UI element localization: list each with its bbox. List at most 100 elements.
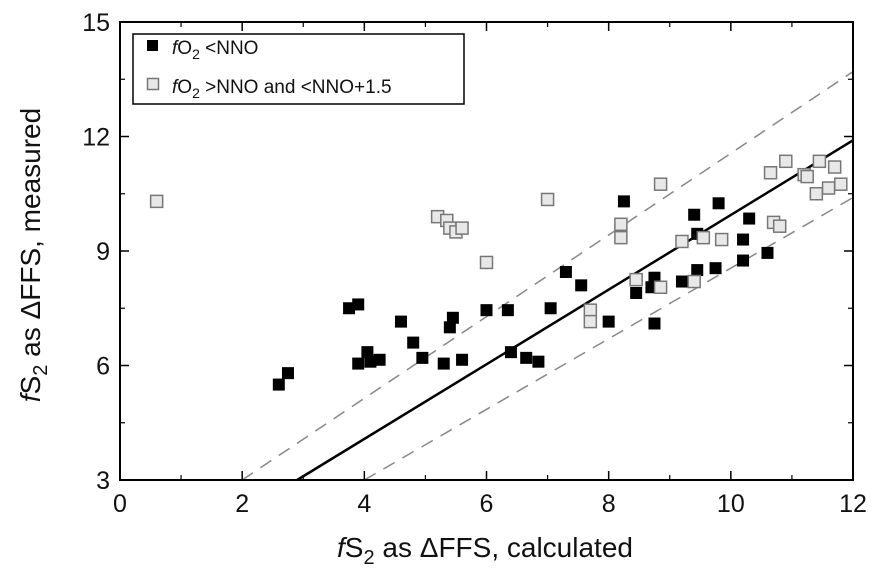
point-below-nno <box>361 346 374 359</box>
point-below-nno <box>272 378 285 391</box>
point-below-nno <box>691 264 704 277</box>
axis-ticks: 0 2 4 6 8 10 12 3 6 9 12 15 <box>82 9 867 518</box>
x-tick-label: 10 <box>717 490 745 518</box>
point-between-nno <box>821 181 836 195</box>
y-tick-label: 6 <box>96 353 110 381</box>
point-between-nno <box>800 169 814 184</box>
point-below-nno <box>343 302 356 315</box>
point-between-nno <box>149 194 164 209</box>
y-axis-title-rest: as ΔFFS, measured <box>15 108 46 365</box>
point-below-nno <box>575 279 588 292</box>
point-between-nno <box>479 255 494 270</box>
point-below-nno <box>446 311 459 324</box>
x-axis-title-main: S <box>345 532 364 563</box>
legend-label-main: O <box>177 38 192 59</box>
point-below-nno <box>407 336 420 349</box>
y-tick-label: 9 <box>96 238 110 266</box>
reference-line-1-1 <box>296 139 854 482</box>
reference-lines <box>241 70 854 482</box>
legend-label-sub: 2 <box>192 46 200 62</box>
point-below-nno <box>688 208 701 221</box>
x-axis-title: fS2 as ΔFFS, calculated <box>337 532 633 569</box>
x-tick-label: 6 <box>480 490 494 518</box>
legend-marker-filled-square <box>147 40 158 51</box>
y-tick-label: 3 <box>96 467 110 495</box>
point-between-nno <box>614 230 628 245</box>
point-below-nno <box>352 357 365 370</box>
y-axis-title-italic: f <box>15 391 46 402</box>
point-below-nno <box>443 321 456 334</box>
legend-label-between-nno: fO2 >NNO and <NNO+1.5 <box>172 77 392 101</box>
point-below-nno <box>504 346 517 359</box>
legend-marker-open-square <box>146 77 160 91</box>
point-below-nno <box>520 351 533 364</box>
x-tick-label: 4 <box>357 490 371 518</box>
point-below-nno <box>364 355 377 368</box>
point-below-nno <box>761 246 774 259</box>
point-below-nno <box>532 355 545 368</box>
x-axis-title-sub: 2 <box>363 547 374 569</box>
point-between-nno <box>812 154 827 169</box>
legend-label-below-nno: fO2 <NNO <box>172 38 258 62</box>
legend-box <box>132 33 465 105</box>
data-points <box>149 154 848 391</box>
point-between-nno <box>714 232 729 247</box>
legend-label-italic: f <box>172 77 179 98</box>
point-below-nno <box>501 304 514 317</box>
point-between-nno <box>583 303 598 317</box>
reference-line-lower <box>363 196 854 481</box>
point-below-nno <box>709 262 722 275</box>
point-between-nno <box>809 187 824 201</box>
x-tick-label: 8 <box>602 490 616 518</box>
point-below-nno <box>737 233 750 246</box>
legend-label-main: O <box>177 77 192 98</box>
point-below-nno <box>617 195 630 208</box>
point-below-nno <box>437 357 450 370</box>
point-between-nno <box>687 274 701 289</box>
point-below-nno <box>373 353 386 366</box>
point-between-nno <box>653 280 668 295</box>
point-between-nno <box>614 217 628 232</box>
point-below-nno <box>743 212 756 225</box>
point-between-nno <box>583 314 598 329</box>
y-axis-title: fS2 as ΔFFS, measured <box>15 108 52 402</box>
point-below-nno <box>737 254 750 267</box>
point-between-nno <box>779 154 793 169</box>
point-between-nno <box>696 230 711 245</box>
legend-label-italic: f <box>172 38 179 59</box>
legend: fO2 <NNO fO2 >NNO and <NNO+1.5 <box>132 33 465 105</box>
legend-label-sub: 2 <box>192 85 200 101</box>
point-below-nno <box>480 304 493 317</box>
point-below-nno <box>544 302 557 315</box>
x-axis-title-italic: f <box>337 532 348 563</box>
point-between-nno <box>629 272 643 287</box>
point-between-nno <box>772 219 787 233</box>
point-between-nno <box>834 177 848 191</box>
x-tick-label: 2 <box>235 490 249 518</box>
point-below-nno <box>416 351 429 364</box>
point-between-nno <box>675 234 689 249</box>
reference-line-upper <box>241 70 854 481</box>
point-below-nno <box>559 265 572 278</box>
point-below-nno <box>352 298 365 311</box>
y-tick-label: 15 <box>82 9 110 37</box>
x-axis-title-rest: as ΔFFS, calculated <box>375 532 633 563</box>
x-tick-label: 0 <box>113 490 127 518</box>
point-between-nno <box>455 221 469 235</box>
point-below-nno <box>630 286 643 299</box>
y-axis-title-sub: 2 <box>30 365 52 376</box>
point-below-nno <box>281 367 294 380</box>
point-below-nno <box>712 197 725 210</box>
point-below-nno <box>675 275 688 288</box>
point-between-nno <box>540 192 555 207</box>
x-tick-label: 12 <box>839 490 867 518</box>
y-axis-title-main: S <box>15 376 46 395</box>
point-below-nno <box>648 317 661 330</box>
point-below-nno <box>456 353 469 366</box>
legend-label-rest: >NNO and <NNO+1.5 <box>200 77 392 98</box>
legend-label-rest: <NNO <box>200 38 259 59</box>
point-below-nno <box>394 315 407 328</box>
y-tick-label: 12 <box>82 124 110 152</box>
point-between-nno <box>763 166 778 180</box>
